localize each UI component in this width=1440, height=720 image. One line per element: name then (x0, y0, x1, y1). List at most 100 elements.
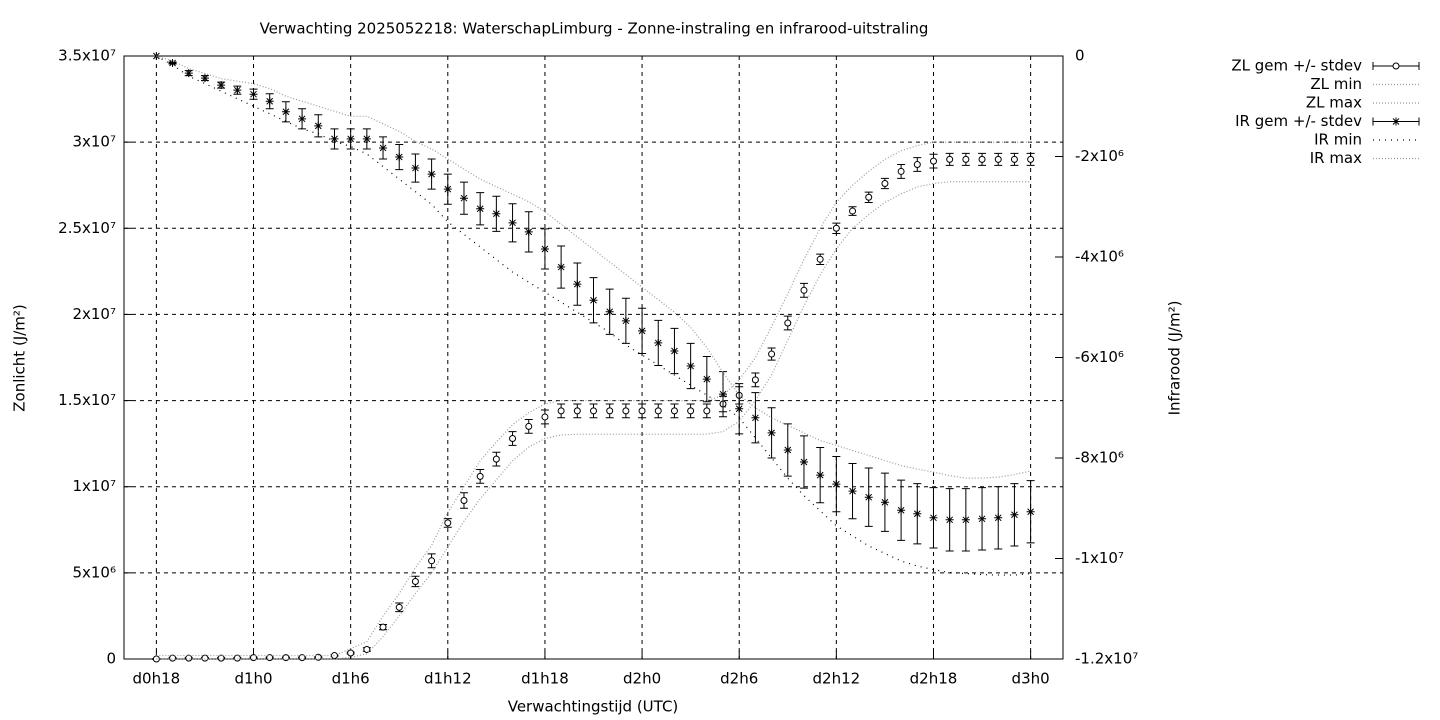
x-tick-label: d1h0 (234, 670, 272, 688)
point (978, 514, 987, 523)
point (880, 498, 889, 507)
y-tick-label: 0 (106, 650, 116, 668)
x-tick-label: d2h18 (910, 670, 958, 688)
y2-axis-label: Infrarood (J/m²) (1166, 301, 1184, 416)
point (395, 153, 404, 162)
point (849, 207, 857, 215)
line (156, 55, 1031, 479)
y-tick-label: 5x10⁶ (72, 563, 116, 581)
point (476, 204, 485, 213)
point (961, 515, 970, 524)
point (168, 59, 177, 68)
legend-label: IR max (1310, 149, 1362, 167)
x-tick-label: d2h0 (623, 670, 661, 688)
legend-label: ZL max (1306, 94, 1362, 112)
legend-marker (1392, 62, 1400, 70)
legend-label: ZL gem +/- stdev (1231, 57, 1362, 75)
point (557, 263, 566, 272)
point (881, 179, 889, 187)
point (1010, 510, 1019, 519)
y-tick-label: 2.5x10⁷ (58, 219, 116, 237)
point (1010, 155, 1018, 163)
x-tick-label: d0h18 (133, 670, 181, 688)
point (281, 107, 290, 116)
point (719, 390, 728, 399)
point (557, 407, 565, 415)
point (362, 134, 371, 143)
point (250, 654, 258, 662)
point (379, 623, 387, 631)
point (703, 407, 711, 415)
point (638, 407, 646, 415)
chart-title: Verwachting 2025052218: WaterschapLimbur… (260, 20, 929, 38)
point (832, 224, 840, 232)
point (848, 487, 857, 496)
point (330, 134, 339, 143)
point (508, 218, 517, 227)
x-axis-label: Verwachtingstijd (UTC) (508, 698, 679, 716)
point (379, 143, 388, 152)
point (217, 81, 226, 90)
point (363, 646, 371, 654)
legend-label: IR min (1314, 131, 1362, 149)
point (622, 407, 630, 415)
y-axis-label: Zonlicht (J/m²) (11, 304, 29, 412)
point (783, 445, 792, 454)
point (767, 428, 776, 437)
point (525, 422, 533, 430)
point (751, 376, 759, 384)
point (314, 653, 322, 661)
point (962, 155, 970, 163)
point (249, 90, 258, 99)
y-tick-label: 3x10⁷ (72, 133, 116, 151)
point (540, 244, 549, 253)
point (460, 496, 468, 504)
point (459, 194, 468, 203)
point (702, 375, 711, 384)
point (395, 603, 403, 611)
point (411, 577, 419, 585)
y2-tick-label: -1.2x10⁷ (1075, 650, 1138, 668)
x-tick-label: d2h12 (813, 670, 861, 688)
point (784, 319, 792, 327)
x-tick-label: d3h0 (1012, 670, 1050, 688)
x-tick-label: d1h6 (332, 670, 370, 688)
point (946, 155, 954, 163)
point (978, 155, 986, 163)
point (298, 114, 307, 123)
y-tick-label: 1.5x10⁷ (58, 391, 116, 409)
point (994, 513, 1003, 522)
point (444, 519, 452, 527)
point (800, 286, 808, 294)
y2-tick-label: -8x10⁶ (1075, 449, 1124, 467)
point (169, 654, 177, 662)
x-tick-label: d2h6 (720, 670, 758, 688)
point (573, 280, 582, 289)
point (606, 407, 614, 415)
point (590, 407, 597, 415)
point (428, 557, 436, 565)
point (687, 407, 695, 415)
point (282, 654, 290, 662)
y2-tick-label: -1x10⁷ (1075, 549, 1124, 567)
point (735, 404, 744, 413)
point (654, 407, 662, 415)
line (156, 181, 1031, 660)
point (233, 654, 241, 662)
point (897, 506, 906, 515)
point (492, 209, 501, 218)
point (816, 471, 825, 480)
legend-label: IR gem +/- stdev (1235, 112, 1362, 130)
point (994, 155, 1002, 163)
point (347, 649, 355, 657)
point (185, 654, 193, 662)
point (265, 97, 274, 106)
point (768, 350, 776, 358)
point (217, 654, 225, 662)
point (427, 170, 436, 179)
point (865, 193, 873, 201)
point (816, 255, 824, 263)
point (492, 455, 500, 463)
point (929, 157, 937, 165)
point (1026, 507, 1035, 516)
